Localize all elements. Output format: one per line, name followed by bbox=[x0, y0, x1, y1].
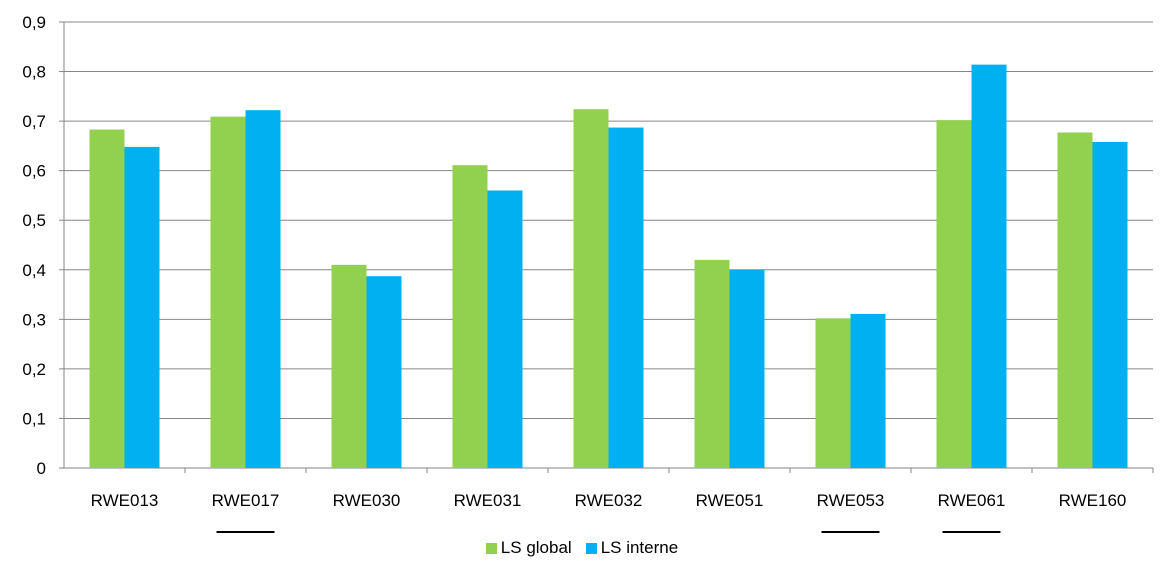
bar-ls-global bbox=[694, 259, 730, 468]
legend-label-ls-global: LS global bbox=[500, 538, 572, 557]
x-tick-label: RWE160 bbox=[1059, 491, 1127, 510]
bar-ls-interne bbox=[729, 269, 765, 468]
y-tick-label: 0 bbox=[37, 459, 46, 478]
y-tick-label: 0,8 bbox=[22, 63, 46, 82]
y-tick-label: 0,5 bbox=[22, 211, 46, 230]
bar-ls-interne bbox=[1092, 141, 1128, 468]
x-tick-label: RWE032 bbox=[575, 491, 643, 510]
bar-ls-interne bbox=[608, 127, 644, 468]
y-tick-label: 0,3 bbox=[22, 310, 46, 329]
y-tick-label: 0,1 bbox=[22, 409, 46, 428]
bar-ls-interne bbox=[971, 64, 1007, 469]
legend-swatch-ls-global bbox=[485, 542, 497, 554]
bar-ls-global bbox=[452, 165, 488, 468]
x-tick-label: RWE061 bbox=[938, 491, 1006, 510]
legend: LS global LS interne bbox=[0, 538, 1164, 558]
bar-ls-global bbox=[573, 109, 609, 469]
bar-ls-global bbox=[936, 120, 972, 469]
x-tick-label: RWE013 bbox=[91, 491, 159, 510]
legend-label-ls-interne: LS interne bbox=[600, 538, 679, 557]
bar-ls-interne bbox=[124, 146, 160, 468]
legend-swatch-ls-interne bbox=[585, 542, 597, 554]
bar-ls-global bbox=[1057, 132, 1093, 468]
bar-ls-global bbox=[331, 264, 367, 468]
bar-ls-interne bbox=[245, 110, 281, 468]
legend-item-ls-interne: LS interne bbox=[585, 538, 679, 558]
y-tick-label: 0,7 bbox=[22, 112, 46, 131]
y-tick-label: 0,9 bbox=[22, 13, 46, 32]
bar-ls-interne bbox=[366, 276, 402, 468]
bar-ls-global bbox=[210, 116, 246, 468]
bar-ls-global bbox=[815, 318, 851, 468]
x-tick-label: RWE030 bbox=[333, 491, 401, 510]
legend-item-ls-global: LS global bbox=[485, 538, 572, 558]
bar-ls-global bbox=[89, 129, 125, 468]
y-tick-label: 0,2 bbox=[22, 360, 46, 379]
bar-ls-interne bbox=[487, 190, 523, 468]
y-tick-label: 0,6 bbox=[22, 162, 46, 181]
x-tick-label: RWE053 bbox=[817, 491, 885, 510]
x-tick-label: RWE017 bbox=[212, 491, 280, 510]
x-tick-label: RWE031 bbox=[454, 491, 522, 510]
x-tick-label: RWE051 bbox=[696, 491, 764, 510]
y-tick-label: 0,4 bbox=[22, 261, 46, 280]
bar-ls-interne bbox=[850, 313, 886, 468]
